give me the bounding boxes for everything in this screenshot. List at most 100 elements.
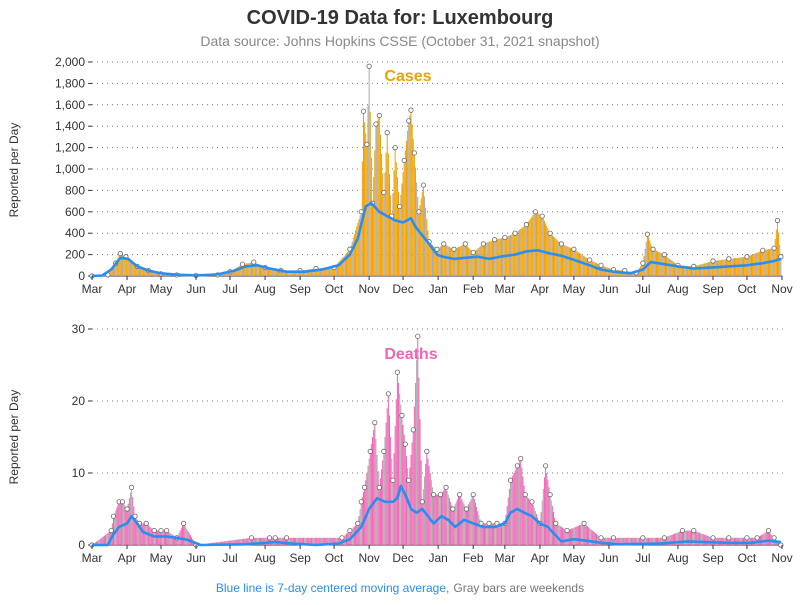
cases-data-point (512, 230, 518, 236)
cases-data-point (381, 189, 387, 196)
cases-x-tick-label: Dec (392, 282, 413, 296)
deaths-data-point (415, 333, 421, 339)
deaths-data-point (610, 535, 617, 541)
deaths-data-point (347, 527, 353, 534)
cases-data-point (441, 241, 447, 247)
deaths-data-point (529, 499, 535, 505)
cases-data-point (587, 257, 593, 263)
cases-data-point (598, 262, 604, 268)
footnote: Blue line is 7-day centered moving avera… (216, 581, 584, 595)
cases-y-tick-label: 1,800 (55, 76, 85, 90)
cases-data-point (420, 182, 427, 188)
cases-y-tick-label: 0 (78, 269, 85, 283)
deaths-data-point (507, 477, 514, 483)
deaths-data-point (744, 535, 750, 541)
deaths-x-tick-label: Dec (392, 551, 413, 565)
deaths-data-point (151, 527, 157, 534)
deaths-x-tick-label: May (563, 551, 586, 565)
deaths-data-point (691, 527, 697, 534)
cases-data-point (547, 230, 553, 236)
deaths-data-point (710, 535, 716, 541)
cases-x-tick-label: Feb (463, 282, 484, 296)
cases-y-tick-label: 800 (65, 183, 85, 197)
cases-x-tick-label: Nov (358, 282, 379, 296)
cases-x-tick-label: Sep (289, 282, 311, 296)
deaths-daily-bars (92, 336, 781, 545)
footnote-weekends: Gray bars are weekends (453, 581, 584, 595)
deaths-y-tick-label: 10 (72, 466, 86, 480)
chart-subtitle: Data source: Johns Hopkins CSSE (October… (200, 33, 599, 49)
deaths-y-tick-label: 20 (72, 394, 86, 408)
cases-x-tick-label: Jun (186, 282, 205, 296)
deaths-data-point (457, 491, 463, 498)
deaths-data-point (399, 412, 405, 418)
deaths-x-tick-label: Mar (495, 551, 516, 565)
deaths-x-tick-label: Nov (771, 551, 792, 565)
deaths-data-point (362, 484, 368, 490)
deaths-data-point (355, 520, 361, 527)
deaths-data-point (553, 520, 559, 527)
deaths-data-point (248, 535, 255, 541)
cases-data-point (462, 241, 468, 247)
deaths-data-point (406, 477, 412, 483)
cases-data-point (373, 121, 379, 127)
cases-data-point (366, 63, 372, 69)
deaths-data-point (581, 520, 587, 527)
cases-x-tick-label: May (150, 282, 173, 296)
cases-data-point (492, 237, 498, 243)
footnote-moving-average: Blue line is 7-day centered moving avera… (216, 581, 449, 595)
cases-x-tick-label: Oct (325, 282, 344, 296)
cases-data-point (760, 247, 766, 253)
deaths-data-point (358, 499, 364, 505)
cases-data-point (502, 234, 508, 241)
cases-y-tick-label: 1,200 (55, 141, 85, 155)
deaths-data-point (726, 535, 732, 541)
cases-data-point (406, 118, 412, 124)
cases-data-point (539, 213, 545, 219)
deaths-data-point (390, 477, 396, 483)
cases-panel: Reported per Day Cases 0 200 400 600 800 1,00… (7, 55, 793, 296)
deaths-x-tick-label: Apr (531, 551, 550, 565)
cases-x-tick-label: Oct (738, 282, 757, 296)
cases-data-point (384, 130, 390, 136)
cases-data-point (480, 241, 486, 247)
deaths-data-point (410, 427, 416, 433)
cases-x-tick-label: May (563, 282, 586, 296)
cases-x-tick-label: Apr (118, 282, 137, 296)
cases-data-point (376, 112, 382, 119)
cases-data-point (644, 231, 650, 237)
cases-data-point (710, 258, 716, 264)
deaths-x-tick-label: Oct (738, 551, 757, 565)
deaths-data-point (272, 535, 278, 541)
deaths-data-point (339, 535, 345, 541)
cases-data-point (408, 107, 414, 113)
deaths-data-point (119, 499, 126, 505)
deaths-data-point (661, 535, 667, 541)
cases-data-point (650, 246, 656, 252)
deaths-x-tick-label: Jun (599, 551, 618, 565)
cases-data-point (771, 245, 777, 251)
deaths-data-point (108, 527, 114, 534)
deaths-x-tick-label: May (150, 551, 173, 565)
deaths-x-tick-label: Nov (358, 551, 379, 565)
cases-x-tick-label: Nov (771, 282, 792, 296)
cases-panel-title: Cases (384, 68, 431, 85)
cases-data-points (89, 63, 784, 279)
cases-data-point (451, 246, 457, 252)
cases-data-point (726, 256, 732, 262)
deaths-data-point (283, 535, 290, 541)
deaths-data-point (450, 506, 456, 512)
deaths-panel-title: Deaths (384, 346, 437, 363)
deaths-data-point (547, 491, 553, 498)
cases-x-tick-label: Aug (667, 282, 688, 296)
cases-data-point (251, 259, 257, 265)
cases-data-point (661, 252, 667, 258)
cases-data-point (571, 246, 577, 252)
cases-data-point (434, 246, 440, 252)
cases-y-tick-label: 1,400 (55, 119, 85, 133)
deaths-moving-average-line (92, 484, 782, 547)
cases-x-tick-label: Jul (222, 282, 237, 296)
deaths-x-tick-label: Oct (325, 551, 344, 565)
deaths-y-axis-label: Reported per Day (7, 390, 21, 485)
